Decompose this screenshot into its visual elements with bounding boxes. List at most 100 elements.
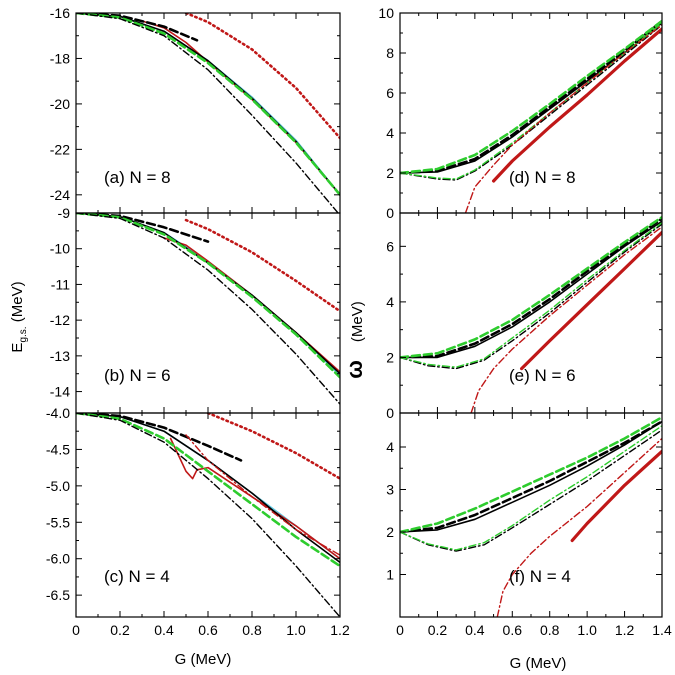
ytick-label-a-3: -22 xyxy=(50,141,70,157)
right-y-axis-title: ω (MeV) xyxy=(342,301,367,378)
panel-label-b: (b) N = 6 xyxy=(104,366,171,385)
series-black-solid-f xyxy=(400,420,662,533)
ytick-label-c-4: -6.0 xyxy=(46,551,70,567)
ytick-label-b-1: -10 xyxy=(50,241,70,257)
series-black-dashed-a xyxy=(76,13,199,42)
ytick-label-c-0: -4.0 xyxy=(46,405,70,421)
series-cyan-solid-c xyxy=(76,413,340,560)
panel-a: -16 -18 -20 -22 -24 (a) N = 8 xyxy=(50,5,341,214)
xtick-label-c-5: 1.0 xyxy=(286,622,306,638)
series-red-solid-e xyxy=(520,230,662,371)
series-green-dashed-f xyxy=(400,416,662,534)
panel-c-frame xyxy=(75,412,341,618)
xtick-label-f-7: 1.4 xyxy=(652,622,672,638)
xtick-label-f-2: 0.4 xyxy=(465,622,485,638)
panel-label-f: (f) N = 4 xyxy=(509,567,571,586)
series-black-solid-d xyxy=(400,22,662,174)
series-black-dashed-e xyxy=(400,217,662,359)
ytick-label-a-1: -18 xyxy=(50,50,70,66)
series-black-dashdot-c xyxy=(76,413,340,617)
panel-f: 1 2 3 4 0 0.2 0.4 0.6 0.8 1.0 1.2 1.4 (f) N = 4 xyxy=(386,412,672,638)
series-black-dashed-b xyxy=(76,213,210,243)
series-red-dashdot-d xyxy=(464,24,662,213)
left-y-axis-title-main: E xyxy=(9,343,26,353)
right-y-axis-title-symbol: ω xyxy=(342,360,367,379)
xtick-label-c-1: 0.2 xyxy=(110,622,130,638)
xtick-label-f-3: 0.6 xyxy=(503,622,523,638)
xtick-label-f-4: 0.8 xyxy=(540,622,560,638)
ytick-label-f-0: 1 xyxy=(386,567,394,583)
series-green-dashdot-e xyxy=(400,222,662,368)
series-red-dotted-a xyxy=(184,13,340,140)
series-black-dashdot-d xyxy=(400,24,662,181)
ytick-label-c-5: -6.5 xyxy=(46,587,70,603)
ytick-label-d-3: 6 xyxy=(386,85,394,101)
left-x-axis-title: G (MeV) xyxy=(175,651,232,668)
series-black-dashdot-f xyxy=(400,429,662,552)
ytick-label-d-1: 2 xyxy=(386,165,394,181)
xtick-label-c-3: 0.6 xyxy=(198,622,218,638)
series-red-solid-c xyxy=(169,437,340,560)
ytick-label-c-1: -4.5 xyxy=(46,441,70,457)
series-green-dashed-b xyxy=(76,213,340,379)
series-black-solid-c xyxy=(76,413,340,564)
ytick-label-d-4: 8 xyxy=(386,45,394,61)
xtick-label-c-2: 0.4 xyxy=(154,622,174,638)
ytick-label-a-2: -20 xyxy=(50,96,70,112)
panel-d-series xyxy=(400,19,662,213)
xtick-label-f-5: 1.0 xyxy=(577,622,597,638)
ytick-label-e-3: 6 xyxy=(386,238,394,254)
series-black-solid-b xyxy=(76,213,340,375)
series-green-dashdot-f xyxy=(400,425,662,551)
series-red-dotted-c xyxy=(206,413,340,480)
panel-d: 0 2 4 6 8 10 (d) N = 8 xyxy=(378,5,663,221)
left-y-axis-title: Eg.s. (MeV) xyxy=(9,281,29,352)
ytick-label-e-1: 2 xyxy=(386,349,394,365)
series-green-dashed-d xyxy=(400,19,662,175)
ytick-label-b-4: -13 xyxy=(50,348,70,364)
ytick-label-f-3: 4 xyxy=(386,439,394,455)
panel-c-series xyxy=(76,413,340,617)
series-green-dashdot-d xyxy=(400,22,662,180)
left-y-axis-title-unit: (MeV) xyxy=(9,281,26,326)
series-red-solid-a xyxy=(141,20,340,196)
panel-label-e: (e) N = 6 xyxy=(509,366,576,385)
panel-label-c: (c) N = 4 xyxy=(104,567,170,586)
right-y-axis-title-unit: (MeV) xyxy=(349,301,366,342)
ytick-label-b-3: -12 xyxy=(50,312,70,328)
panel-e-series xyxy=(400,215,662,413)
svg-text:Eg.s. (MeV): Eg.s. (MeV) xyxy=(9,281,29,352)
series-black-dashed-f xyxy=(400,420,662,534)
xtick-label-c-4: 0.8 xyxy=(242,622,262,638)
series-red-solid-f xyxy=(570,449,662,543)
ytick-label-d-2: 4 xyxy=(386,125,394,141)
series-red-dashdot-e xyxy=(470,226,662,413)
series-red-dashdot-c xyxy=(185,434,340,556)
series-red-dashdot-f xyxy=(496,437,662,617)
left-y-axis-title-sub: g.s. xyxy=(18,326,29,342)
ytick-label-c-3: -5.5 xyxy=(46,514,70,530)
series-black-dashed-c xyxy=(76,413,243,462)
xtick-label-f-1: 0.2 xyxy=(428,622,448,638)
ytick-label-b-5: -14 xyxy=(50,384,70,400)
ytick-label-e-2: 4 xyxy=(386,294,394,310)
xtick-label-f-6: 1.2 xyxy=(615,622,635,638)
ytick-label-a-0: -16 xyxy=(50,5,70,21)
panels: -16 -18 -20 -22 -24 (a) N = 8 -9 -10 -11 -12 -13 -1… xyxy=(46,5,672,638)
series-black-dashdot-e xyxy=(400,223,662,370)
ytick-label-b-2: -11 xyxy=(51,276,70,292)
series-black-solid-e xyxy=(400,220,662,359)
ytick-label-f-2: 3 xyxy=(386,482,394,498)
xtick-label-c-6: 1.2 xyxy=(330,622,350,638)
ytick-label-c-2: -5.0 xyxy=(46,478,70,494)
ytick-label-a-4: -24 xyxy=(50,187,70,203)
series-red-solid-d xyxy=(492,27,662,183)
panel-label-a: (a) N = 8 xyxy=(104,168,171,187)
series-cyan-solid-b xyxy=(76,213,340,377)
right-x-axis-title: G (MeV) xyxy=(510,655,567,672)
panel-c: -4.0 -4.5 -5.0 -5.5 -6.0 -6.5 0 0.2 0.4 0.6 0.8 1.0… xyxy=(46,405,350,638)
ytick-label-d-5: 10 xyxy=(378,5,394,21)
series-green-dashed-e xyxy=(400,215,662,359)
panel-f-series xyxy=(400,416,662,617)
